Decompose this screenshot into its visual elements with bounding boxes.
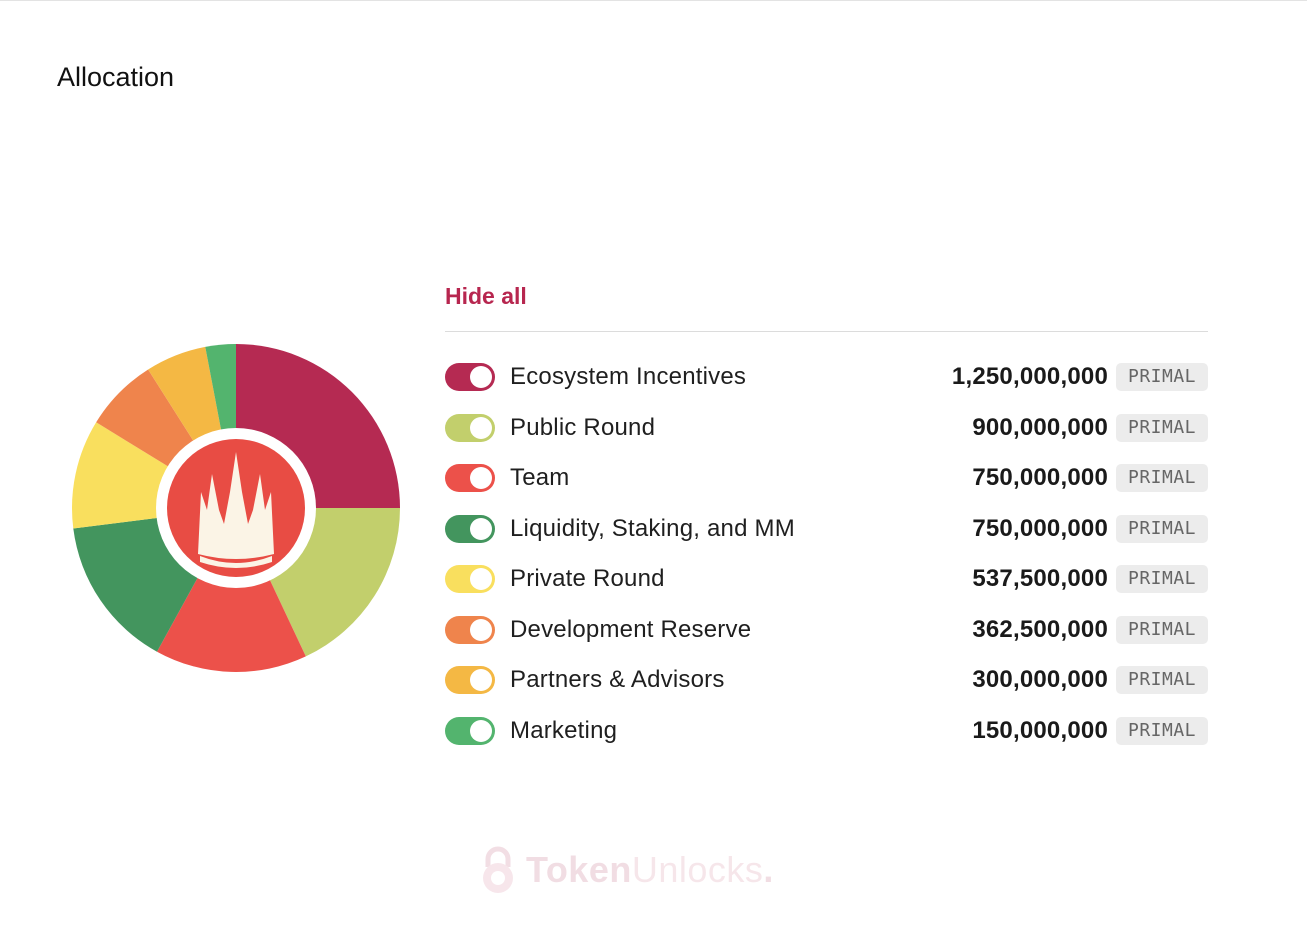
legend-divider [445, 331, 1208, 332]
section-title: Allocation [57, 62, 175, 92]
tokenunlocks-watermark: TokenUnlocks. [478, 842, 774, 898]
unit-badge: PRIMAL [1116, 514, 1208, 543]
series-value: 362,500,000 [972, 615, 1108, 643]
series-value: 537,500,000 [972, 565, 1108, 593]
legend-rows: Ecosystem Incentives 1,250,000,000 PRIMAL P… [445, 352, 1208, 756]
legend-row: Marketing 150,000,000 PRIMAL [445, 706, 1208, 757]
unit-badge: PRIMAL [1116, 363, 1208, 392]
legend-row: Development Reserve 362,500,000 PRIMAL [445, 605, 1208, 656]
watermark-text-token: Token [526, 849, 632, 890]
unit-badge: PRIMAL [1116, 565, 1208, 594]
series-label: Team [510, 464, 570, 492]
lock-icon [483, 846, 513, 893]
series-value: 1,250,000,000 [951, 363, 1108, 391]
toggle-knob [470, 618, 492, 641]
unit-badge: PRIMAL [1116, 716, 1208, 745]
toggle-knob [470, 568, 492, 591]
toggle-knob [470, 416, 492, 439]
series-toggle[interactable] [445, 565, 495, 594]
toggle-knob [470, 719, 492, 742]
series-toggle[interactable] [445, 514, 495, 543]
toggle-knob [470, 669, 492, 692]
watermark-dot: . [763, 849, 774, 890]
series-value: 300,000,000 [972, 666, 1108, 694]
series-value: 750,000,000 [972, 514, 1108, 542]
series-toggle[interactable] [445, 464, 495, 493]
top-divider [0, 0, 1307, 1]
toggle-knob [470, 366, 492, 389]
series-label: Public Round [510, 413, 656, 441]
series-label: Ecosystem Incentives [510, 363, 747, 391]
unit-badge: PRIMAL [1116, 666, 1208, 695]
series-toggle[interactable] [445, 615, 495, 644]
series-toggle[interactable] [445, 363, 495, 392]
legend-row: Partners & Advisors 300,000,000 PRIMAL [445, 655, 1208, 706]
center-logo [156, 428, 316, 588]
unit-badge: PRIMAL [1116, 615, 1208, 644]
toggle-knob [470, 517, 492, 540]
series-label: Marketing [510, 716, 618, 744]
allocation-legend: Hide all Ecosystem Incentives 1,250,000,0… [445, 280, 1208, 756]
unit-badge: PRIMAL [1116, 464, 1208, 493]
unit-badge: PRIMAL [1116, 413, 1208, 442]
series-label: Private Round [510, 565, 665, 593]
series-toggle[interactable] [445, 666, 495, 695]
series-toggle[interactable] [445, 716, 495, 745]
series-toggle[interactable] [445, 413, 495, 442]
allocation-donut-chart [72, 344, 400, 672]
legend-row: Private Round 537,500,000 PRIMAL [445, 554, 1208, 605]
series-label: Partners & Advisors [510, 666, 725, 694]
series-label: Development Reserve [510, 615, 752, 643]
legend-row: Public Round 900,000,000 PRIMAL [445, 403, 1208, 454]
series-value: 150,000,000 [972, 716, 1108, 744]
donut-slice[interactable] [156, 508, 306, 672]
watermark-text-unlocks: Unlocks [631, 849, 764, 890]
series-label: Liquidity, Staking, and MM [510, 514, 795, 542]
legend-row: Team 750,000,000 PRIMAL [445, 453, 1208, 504]
hide-all-button[interactable]: Hide all [445, 283, 527, 309]
legend-row: Liquidity, Staking, and MM 750,000,000 PRI… [445, 504, 1208, 555]
series-value: 750,000,000 [972, 464, 1108, 492]
series-value: 900,000,000 [972, 413, 1108, 441]
toggle-knob [470, 467, 492, 490]
legend-row: Ecosystem Incentives 1,250,000,000 PRIMAL [445, 352, 1208, 403]
